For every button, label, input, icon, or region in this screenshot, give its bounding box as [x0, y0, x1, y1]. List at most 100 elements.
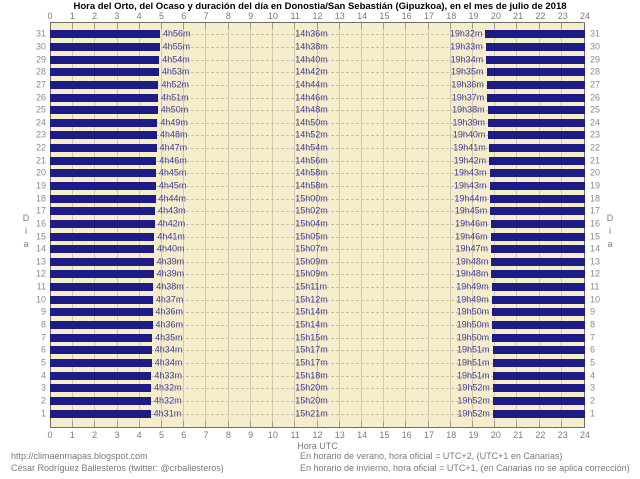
- day-number-right: 5: [590, 357, 596, 368]
- hour-tick-mark: [227, 23, 229, 29]
- day-number-right: 30: [590, 41, 601, 52]
- row-gridline: [51, 287, 584, 289]
- sunrise-time-label: 4h34m: [154, 344, 183, 355]
- night-bar-before-sunrise: [50, 232, 155, 241]
- sunrise-time-label: 4h39m: [156, 268, 185, 279]
- hour-tick-mark: [272, 421, 274, 427]
- hour-tick-mark: [560, 23, 562, 29]
- night-bar-before-sunrise: [50, 396, 152, 405]
- hour-tick-mark: [360, 23, 362, 29]
- night-bar-before-sunrise: [50, 384, 152, 393]
- sunset-time-label: 19h43m: [454, 167, 487, 178]
- night-bar-after-sunset: [486, 55, 585, 64]
- hour-tick-label: 15: [379, 11, 390, 21]
- day-number-left: 2: [40, 395, 46, 406]
- night-bar-before-sunrise: [50, 106, 158, 115]
- hour-tick-label: 21: [513, 430, 524, 440]
- night-bar-before-sunrise: [50, 42, 160, 51]
- day-row: 4h53m 14h42m 19h35m 28 28: [36, 66, 600, 79]
- sunrise-time-label: 4h54m: [162, 54, 190, 65]
- day-number-left: 31: [35, 28, 46, 39]
- hour-tick-label: 6: [181, 11, 187, 21]
- day-length-label: 14h50m: [295, 117, 328, 128]
- hour-tick-label: 7: [203, 430, 209, 440]
- row-gridline: [51, 223, 584, 225]
- day-number-right: 17: [590, 205, 601, 216]
- hour-tick-label: 14: [357, 430, 368, 440]
- hour-tick-label: 18: [446, 430, 457, 440]
- night-bar-before-sunrise: [50, 219, 155, 228]
- hour-tick-label: 9: [248, 430, 254, 440]
- hour-tick-label: 11: [290, 11, 300, 21]
- hour-tick-label: 11: [290, 430, 300, 440]
- hour-gridline: [272, 23, 274, 427]
- sunset-time-label: 19h47m: [455, 243, 489, 254]
- hour-tick-mark: [538, 421, 540, 427]
- row-gridline: [51, 135, 584, 137]
- night-bar-after-sunset: [488, 144, 585, 153]
- hour-tick-label: 12: [312, 430, 323, 440]
- row-gridline: [51, 249, 584, 251]
- day-number-right: 16: [590, 218, 601, 229]
- hour-tick-label: 13: [334, 11, 345, 21]
- day-number-left: 1: [40, 408, 46, 419]
- hour-tick-label: 1: [69, 430, 75, 440]
- hour-tick-mark: [294, 23, 296, 29]
- sunset-time-label: 19h39m: [452, 117, 486, 128]
- sunset-time-label: 19h33m: [450, 41, 483, 52]
- hour-tick-mark: [516, 421, 518, 427]
- day-length-label: 14h40m: [295, 54, 328, 65]
- sunrise-time-label: 4h48m: [160, 129, 188, 140]
- night-bar-before-sunrise: [50, 270, 154, 279]
- hour-tick-mark: [205, 23, 207, 29]
- row-gridline: [51, 274, 584, 276]
- day-row: 4h52m 14h44m 19h36m 27 27: [36, 79, 600, 92]
- day-number-left: 21: [35, 155, 46, 166]
- hour-tick-mark: [316, 23, 318, 29]
- x-axis-bottom-ticks: 0 1 2 3 4 5 6 7 8 9 10 11 12 13 14 15 16 17 18 19 20 21 22 23 24: [47, 430, 590, 440]
- day-row: 4h44m 15h00m 19h44m 18 18: [36, 192, 600, 205]
- day-number-right: 20: [590, 167, 601, 178]
- night-bar-after-sunset: [487, 93, 585, 102]
- night-bar-before-sunrise: [50, 80, 159, 89]
- hour-gridline: [183, 23, 185, 427]
- hour-tick-label: 2: [92, 11, 98, 21]
- hour-tick-mark: [449, 23, 451, 29]
- hour-tick-label: 16: [401, 430, 412, 440]
- hour-tick-label: 17: [423, 430, 434, 440]
- day-row: 4h56m 14h36m 19h32m 31 31: [36, 28, 600, 41]
- sunset-time-label: 19h32m: [449, 28, 483, 39]
- day-number-right: 12: [590, 268, 601, 279]
- sunset-time-label: 19h40m: [452, 129, 486, 140]
- day-length-label: 15h07m: [295, 243, 328, 254]
- hour-tick-mark: [560, 421, 562, 427]
- night-bar-before-sunrise: [50, 194, 156, 203]
- hour-gridline: [294, 23, 296, 427]
- day-number-right: 25: [590, 104, 601, 115]
- hour-tick-label: 12: [312, 11, 323, 21]
- hour-gridline: [471, 23, 473, 427]
- day-number-left: 4: [40, 370, 46, 381]
- day-length-label: 15h17m: [295, 357, 328, 368]
- y-axis-label-left: D í a: [22, 213, 30, 249]
- night-bar-before-sunrise: [50, 118, 158, 127]
- day-row: 4h51m 14h46m 19h37m 26 26: [36, 91, 600, 104]
- day-row: 4h31m 15h21m 19h52m 1 1: [41, 407, 595, 420]
- sunrise-time-label: 4h43m: [158, 205, 186, 216]
- hour-tick-label: 5: [158, 11, 164, 21]
- hour-tick-mark: [249, 421, 251, 427]
- day-row: 4h32m 15h20m 19h52m 3 3: [41, 382, 595, 395]
- row-gridline: [51, 236, 584, 238]
- hour-tick-label: 10: [267, 430, 278, 440]
- sunrise-time-label: 4h39m: [156, 256, 185, 267]
- hour-tick-label: 14: [357, 11, 368, 21]
- row-gridline: [51, 388, 584, 390]
- sunset-time-label: 19h51m: [456, 344, 490, 355]
- row-gridline: [51, 362, 584, 364]
- day-number-left: 16: [35, 218, 46, 229]
- day-number-left: 11: [36, 281, 46, 292]
- day-number-right: 13: [590, 256, 601, 267]
- sunrise-time-label: 4h55m: [162, 41, 191, 52]
- hour-tick-mark: [383, 421, 385, 427]
- day-number-right: 18: [590, 193, 601, 204]
